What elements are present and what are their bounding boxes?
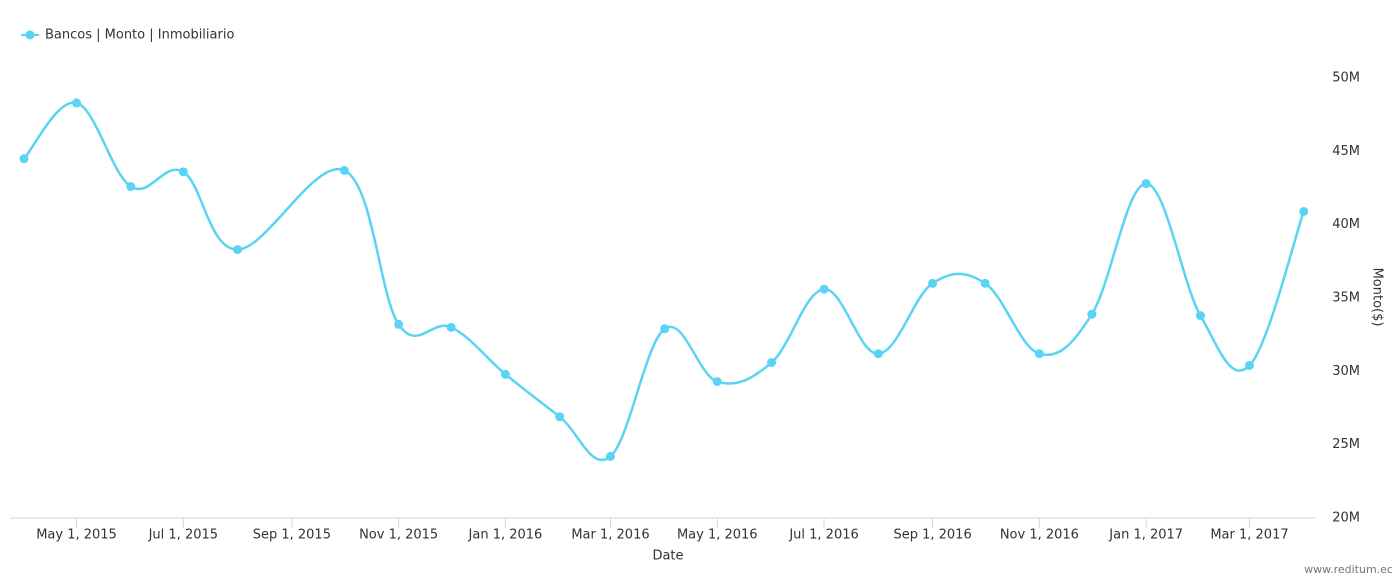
y-tick-label: 30M <box>1332 364 1360 379</box>
data-point <box>178 167 188 177</box>
x-tick-label: Nov 1, 2015 <box>359 528 438 543</box>
x-tick-label: Mar 1, 2016 <box>571 528 649 543</box>
data-point <box>1244 360 1254 370</box>
x-tick-label: Nov 1, 2016 <box>1000 528 1079 543</box>
series-line <box>23 101 1305 462</box>
legend-label: Bancos | Monto | Inmobiliario <box>45 28 234 43</box>
data-point <box>605 451 615 461</box>
x-tick-label: Jul 1, 2015 <box>148 528 218 543</box>
y-tick-label: 40M <box>1332 217 1360 232</box>
data-point <box>767 358 777 368</box>
x-tick-label: May 1, 2016 <box>677 528 758 543</box>
y-tick-label: 50M <box>1332 71 1360 86</box>
data-point <box>873 349 883 359</box>
data-point <box>1299 206 1309 216</box>
data-point <box>394 319 404 329</box>
legend-marker <box>25 30 35 40</box>
data-point <box>1141 179 1151 189</box>
y-axis-title: Monto($) <box>1370 268 1385 327</box>
x-tick-label: Jul 1, 2016 <box>788 528 858 543</box>
x-tick-label: May 1, 2015 <box>36 528 117 543</box>
y-tick-label: 25M <box>1332 437 1360 452</box>
x-tick-label: Mar 1, 2017 <box>1210 528 1288 543</box>
data-point <box>126 182 136 192</box>
data-point <box>928 278 938 288</box>
x-tick-label: Jan 1, 2017 <box>1108 528 1183 543</box>
y-tick-label: 20M <box>1332 511 1360 526</box>
x-tick-label: Jan 1, 2016 <box>468 528 543 543</box>
x-tick-label: Sep 1, 2015 <box>253 528 331 543</box>
data-point <box>819 284 829 294</box>
y-tick-label: 35M <box>1332 291 1360 306</box>
data-point <box>1087 309 1097 319</box>
data-point <box>660 324 670 334</box>
data-point <box>233 245 243 255</box>
data-point <box>446 322 456 332</box>
data-point <box>712 377 722 387</box>
data-point <box>339 165 349 175</box>
data-point <box>72 98 82 108</box>
data-point <box>1195 311 1205 321</box>
y-tick-label: 45M <box>1332 144 1360 159</box>
credit: www.reditum.ec <box>1304 563 1393 576</box>
data-point <box>555 412 565 422</box>
x-axis-title: Date <box>652 549 683 564</box>
x-tick-label: Sep 1, 2016 <box>893 528 971 543</box>
data-point <box>19 154 29 164</box>
data-point <box>1034 349 1044 359</box>
data-point <box>500 369 510 379</box>
data-point <box>980 278 990 288</box>
